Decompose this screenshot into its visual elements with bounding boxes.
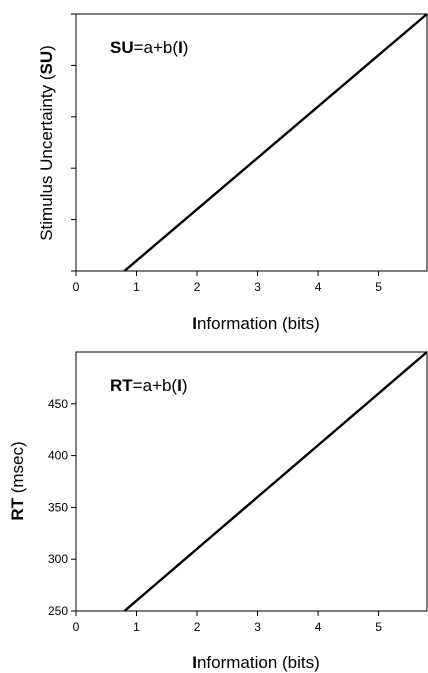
series-line-rt [123, 351, 428, 612]
y-tick-label: 350 [48, 500, 68, 514]
chart-su: 0 1 2 3 4 5 SU=a+b(I) Information (bits) Stim… [37, 13, 428, 333]
x-tick-label: 0 [73, 620, 80, 634]
x-tick-label: 4 [315, 620, 322, 634]
x-tick-label: 0 [73, 280, 80, 294]
plot-frame-su [75, 13, 428, 272]
y-tick-label: 450 [48, 397, 68, 411]
x-tick-label: 2 [194, 620, 201, 634]
y-tick-label: 400 [48, 449, 68, 463]
x-tick-label: 4 [315, 280, 322, 294]
x-tick-label: 5 [375, 620, 382, 634]
formula-su: SU=a+b(I) [110, 38, 188, 57]
x-tick-label: 2 [194, 280, 201, 294]
y-axis-title-rt: RT (msec) [8, 441, 27, 520]
x-tick-label: 1 [133, 280, 140, 294]
y-ticks-su [71, 13, 76, 272]
series-line-su [123, 13, 428, 272]
x-tick-label: 1 [133, 620, 140, 634]
y-ticks-rt: 250 300 350 400 450 [48, 397, 76, 618]
x-axis-title-su: Information (bits) [192, 314, 320, 333]
x-tick-label: 5 [375, 280, 382, 294]
y-tick-label: 300 [48, 552, 68, 566]
x-axis-title-rt: Information (bits) [192, 653, 320, 672]
x-tick-label: 3 [254, 280, 261, 294]
x-tick-label: 3 [254, 620, 261, 634]
x-ticks-rt: 0 1 2 3 4 5 [73, 611, 382, 634]
chart-rt: 250 300 350 400 450 0 1 2 3 4 5 RT=a+b(I) Informa… [8, 351, 428, 672]
x-ticks-su: 0 1 2 3 4 5 [73, 271, 382, 294]
y-tick-label: 250 [48, 604, 68, 618]
y-axis-title-su: Stimulus Uncertainty (SU) [37, 45, 56, 241]
plot-frame-rt [75, 351, 428, 612]
formula-rt: RT=a+b(I) [110, 376, 188, 395]
